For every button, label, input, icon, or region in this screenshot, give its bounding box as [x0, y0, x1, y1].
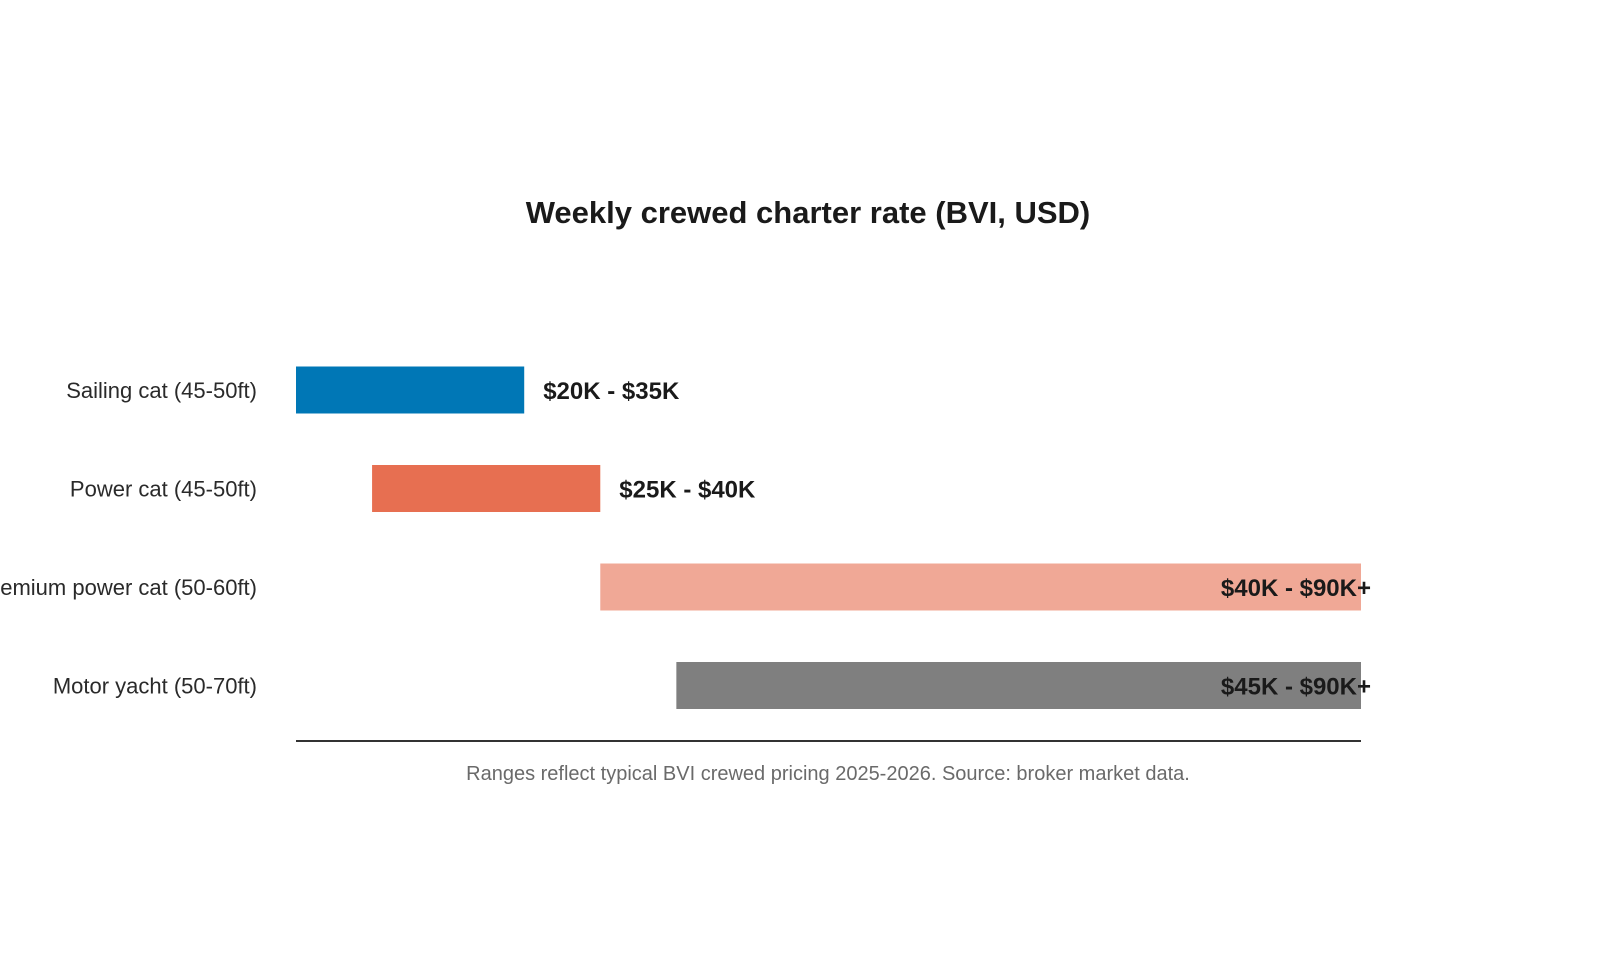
range-bar	[372, 465, 601, 512]
range-label: $20K - $35K	[543, 378, 680, 405]
bars-layer: Sailing cat (45-50ft) $20K - $35K Power ca…	[0, 366, 1371, 709]
range-bar	[296, 366, 525, 414]
category-label: Premium power cat (50-60ft)	[0, 575, 257, 600]
range-label: $45K - $90K+	[1221, 674, 1371, 701]
category-label: Motor yacht (50-70ft)	[53, 674, 257, 699]
range-label: $40K - $90K+	[1221, 575, 1371, 602]
chart-title: Weekly crewed charter rate (BVI, USD)	[526, 195, 1091, 230]
category-label: Power cat (45-50ft)	[70, 477, 257, 502]
range-bar	[676, 662, 1361, 709]
range-label: $25K - $40K	[619, 477, 756, 504]
chart-footnote: Ranges reflect typical BVI crewed pricin…	[466, 763, 1190, 785]
range-bar	[600, 563, 1361, 611]
category-label: Sailing cat (45-50ft)	[66, 378, 257, 403]
